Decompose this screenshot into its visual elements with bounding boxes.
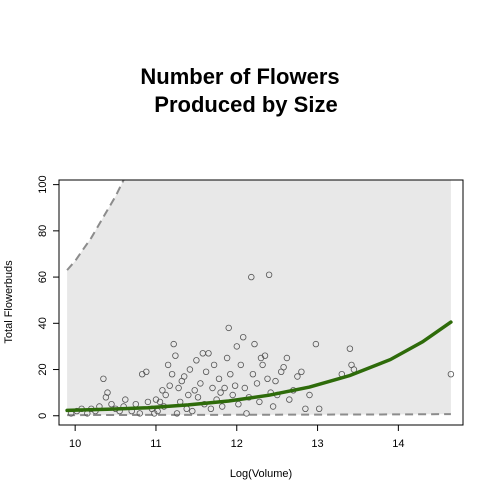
data-point bbox=[346, 345, 354, 352]
data-point bbox=[302, 405, 309, 412]
data-point bbox=[249, 371, 257, 378]
y-tick-label: 40 bbox=[37, 317, 49, 329]
data-point bbox=[221, 384, 228, 392]
fit-curve bbox=[65, 320, 453, 413]
data-point bbox=[164, 361, 172, 369]
data-point bbox=[283, 354, 291, 362]
chart-title-line-2: Produced by Size bbox=[154, 92, 338, 117]
lower-bound-line bbox=[67, 413, 451, 417]
y-tick-label: 20 bbox=[37, 363, 49, 375]
data-point bbox=[102, 394, 110, 401]
data-point bbox=[207, 405, 215, 412]
data-point bbox=[312, 340, 320, 348]
data-point bbox=[233, 343, 240, 350]
data-point bbox=[298, 368, 305, 375]
data-point bbox=[144, 398, 152, 406]
x-axis: 10 11 12 13 14 bbox=[69, 425, 404, 450]
data-point bbox=[108, 401, 115, 408]
data-point bbox=[253, 380, 261, 387]
data-point bbox=[248, 273, 255, 281]
data-point bbox=[159, 387, 166, 394]
data-point bbox=[286, 396, 293, 403]
data-point bbox=[218, 403, 226, 410]
data-point bbox=[143, 368, 150, 375]
data-point bbox=[215, 375, 223, 382]
chart-title-line-1: Number of Flowers bbox=[140, 64, 340, 89]
y-axis: 0 20 40 60 80 100 bbox=[37, 175, 59, 419]
data-point bbox=[227, 371, 234, 378]
data-point bbox=[447, 371, 455, 378]
data-point bbox=[189, 407, 196, 415]
data-point bbox=[225, 324, 232, 332]
data-point bbox=[122, 396, 129, 403]
data-point bbox=[151, 410, 158, 417]
x-tick-label: 11 bbox=[150, 438, 161, 450]
data-point bbox=[175, 384, 182, 392]
data-point bbox=[202, 368, 210, 375]
data-point bbox=[243, 410, 250, 417]
data-point bbox=[229, 391, 236, 399]
data-point bbox=[173, 410, 181, 417]
y-axis-label: Total Flowerbuds bbox=[3, 260, 15, 344]
prediction-band bbox=[67, 180, 451, 416]
data-point bbox=[264, 375, 271, 382]
data-point bbox=[194, 394, 202, 401]
data-point bbox=[241, 384, 248, 392]
data-point bbox=[166, 382, 173, 389]
data-point bbox=[223, 354, 231, 362]
data-point bbox=[191, 387, 198, 394]
data-point bbox=[162, 391, 169, 399]
data-point bbox=[209, 384, 216, 392]
data-point bbox=[136, 410, 143, 417]
data-point bbox=[217, 389, 224, 396]
data-point bbox=[205, 350, 212, 357]
data-point bbox=[237, 361, 244, 369]
data-point bbox=[172, 352, 179, 359]
data-point bbox=[280, 364, 287, 371]
data-point bbox=[251, 340, 258, 348]
data-point bbox=[168, 371, 176, 378]
data-point bbox=[261, 352, 269, 359]
x-tick-label: 13 bbox=[311, 438, 323, 450]
y-tick-label: 100 bbox=[37, 175, 49, 193]
data-point bbox=[269, 403, 277, 410]
data-point bbox=[239, 334, 247, 341]
y-tick-label: 80 bbox=[37, 225, 49, 237]
data-point bbox=[231, 382, 239, 389]
data-point bbox=[256, 398, 263, 406]
data-point bbox=[316, 405, 323, 412]
data-point bbox=[186, 366, 194, 373]
x-tick-label: 10 bbox=[69, 438, 81, 450]
data-point bbox=[306, 391, 313, 399]
x-axis-label: Log(Volume) bbox=[230, 468, 292, 480]
data-point bbox=[104, 389, 111, 396]
data-point bbox=[197, 380, 204, 387]
y-tick-label: 0 bbox=[37, 413, 49, 419]
upper-bound-line bbox=[66, 180, 125, 271]
data-point bbox=[294, 373, 301, 380]
plot-frame bbox=[58, 179, 464, 426]
data-point bbox=[259, 361, 266, 369]
data-point bbox=[193, 357, 200, 364]
data-point bbox=[156, 398, 164, 406]
x-tick-label: 12 bbox=[231, 438, 243, 450]
y-tick-label: 60 bbox=[37, 271, 49, 283]
data-point bbox=[100, 375, 107, 382]
x-tick-label: 14 bbox=[392, 438, 404, 450]
data-point bbox=[235, 401, 242, 408]
data-point bbox=[170, 340, 177, 348]
data-point bbox=[185, 391, 192, 399]
data-point bbox=[180, 373, 188, 380]
data-point bbox=[265, 271, 273, 278]
data-point bbox=[272, 377, 279, 385]
data-point bbox=[210, 361, 218, 369]
